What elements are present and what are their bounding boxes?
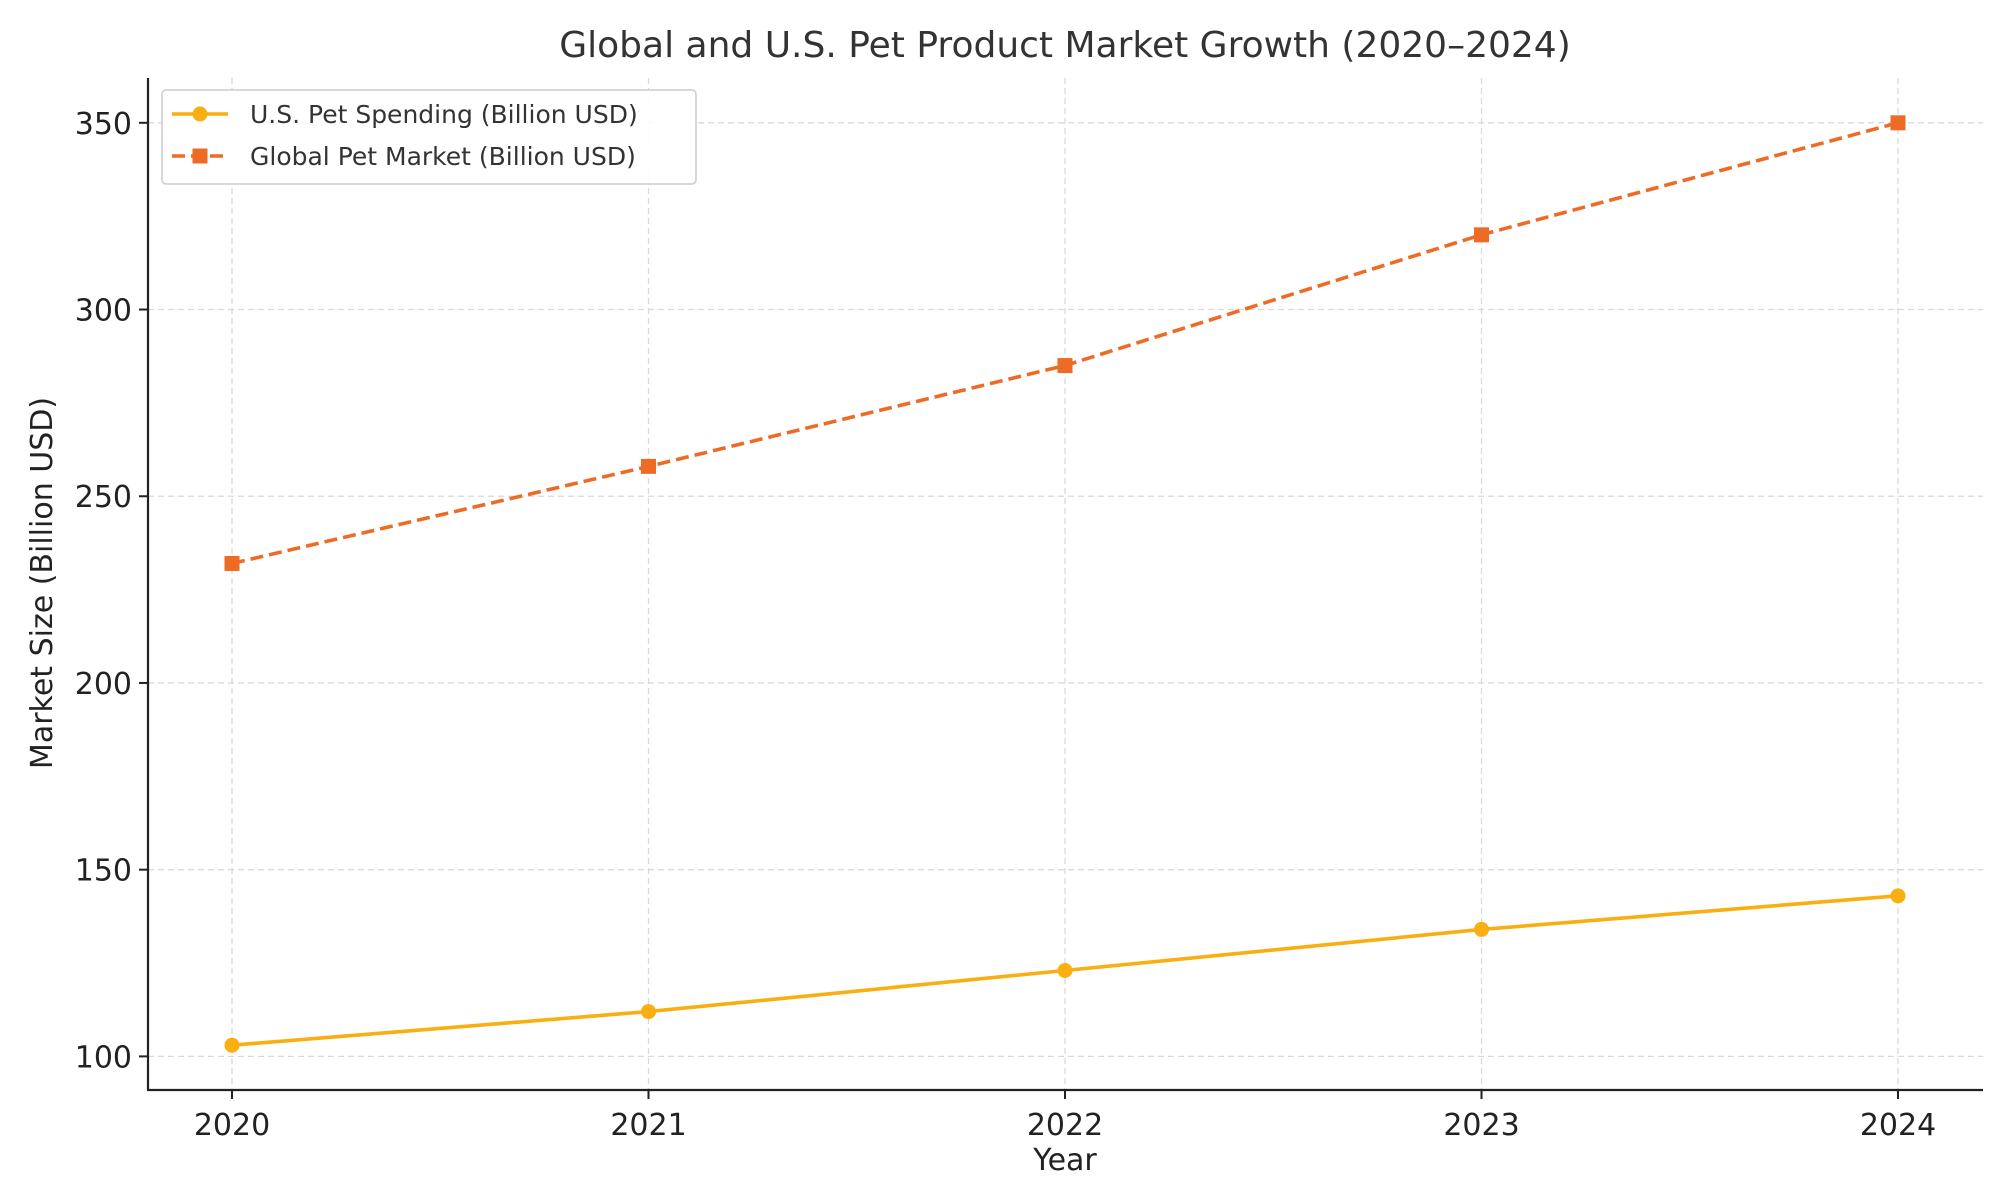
series-layer xyxy=(224,115,1906,1053)
y-tick-label: 300 xyxy=(75,294,132,329)
legend: U.S. Pet Spending (Billion USD) Global Pe… xyxy=(161,89,697,185)
x-tick-label: 2022 xyxy=(1027,1108,1103,1143)
legend-frame xyxy=(161,89,697,185)
legend-entry: U.S. Pet Spending (Billion USD) xyxy=(172,100,638,129)
y-tick-label: 100 xyxy=(75,1040,132,1075)
x-tick-label: 2021 xyxy=(610,1108,686,1143)
x-tick-label: 2024 xyxy=(1860,1108,1936,1143)
y-tick-label: 150 xyxy=(75,854,132,889)
chart-title: Global and U.S. Pet Product Market Growt… xyxy=(559,25,1571,66)
data-point-global-pet-market-2023 xyxy=(1474,227,1489,243)
axis-spines xyxy=(146,78,1983,1092)
y-axis-label: Market Size (Billion USD) xyxy=(25,397,60,769)
x-tick-label: 2020 xyxy=(194,1108,270,1143)
data-point-us-pet-spending-2023 xyxy=(1474,921,1489,937)
legend-label: Global Pet Market (Billion USD) xyxy=(250,142,636,171)
y-tick-label: 350 xyxy=(75,107,132,142)
data-point-global-pet-market-2024 xyxy=(1890,115,1906,131)
legend-label: U.S. Pet Spending (Billion USD) xyxy=(250,100,638,129)
data-point-us-pet-spending-2022 xyxy=(1057,963,1073,979)
y-tick-label: 250 xyxy=(75,480,132,515)
x-axis-label: Year xyxy=(1032,1143,1097,1178)
data-point-us-pet-spending-2024 xyxy=(1890,888,1906,904)
axes-layer: 100 150 200 250 300 350 2020 2021 2022 2023 2024 xyxy=(75,78,1983,1143)
grid-layer xyxy=(148,78,1983,1090)
x-tick-label: 2023 xyxy=(1443,1108,1519,1143)
legend-entry: Global Pet Market (Billion USD) xyxy=(172,142,636,171)
data-point-global-pet-market-2020 xyxy=(224,555,240,571)
legend-marker-square xyxy=(192,148,208,164)
legend-marker-circle xyxy=(192,106,208,122)
data-point-global-pet-market-2021 xyxy=(641,458,656,474)
data-point-us-pet-spending-2021 xyxy=(641,1004,656,1020)
data-point-us-pet-spending-2020 xyxy=(224,1037,240,1053)
data-point-global-pet-market-2022 xyxy=(1057,358,1073,374)
y-tick-label: 200 xyxy=(75,667,132,702)
